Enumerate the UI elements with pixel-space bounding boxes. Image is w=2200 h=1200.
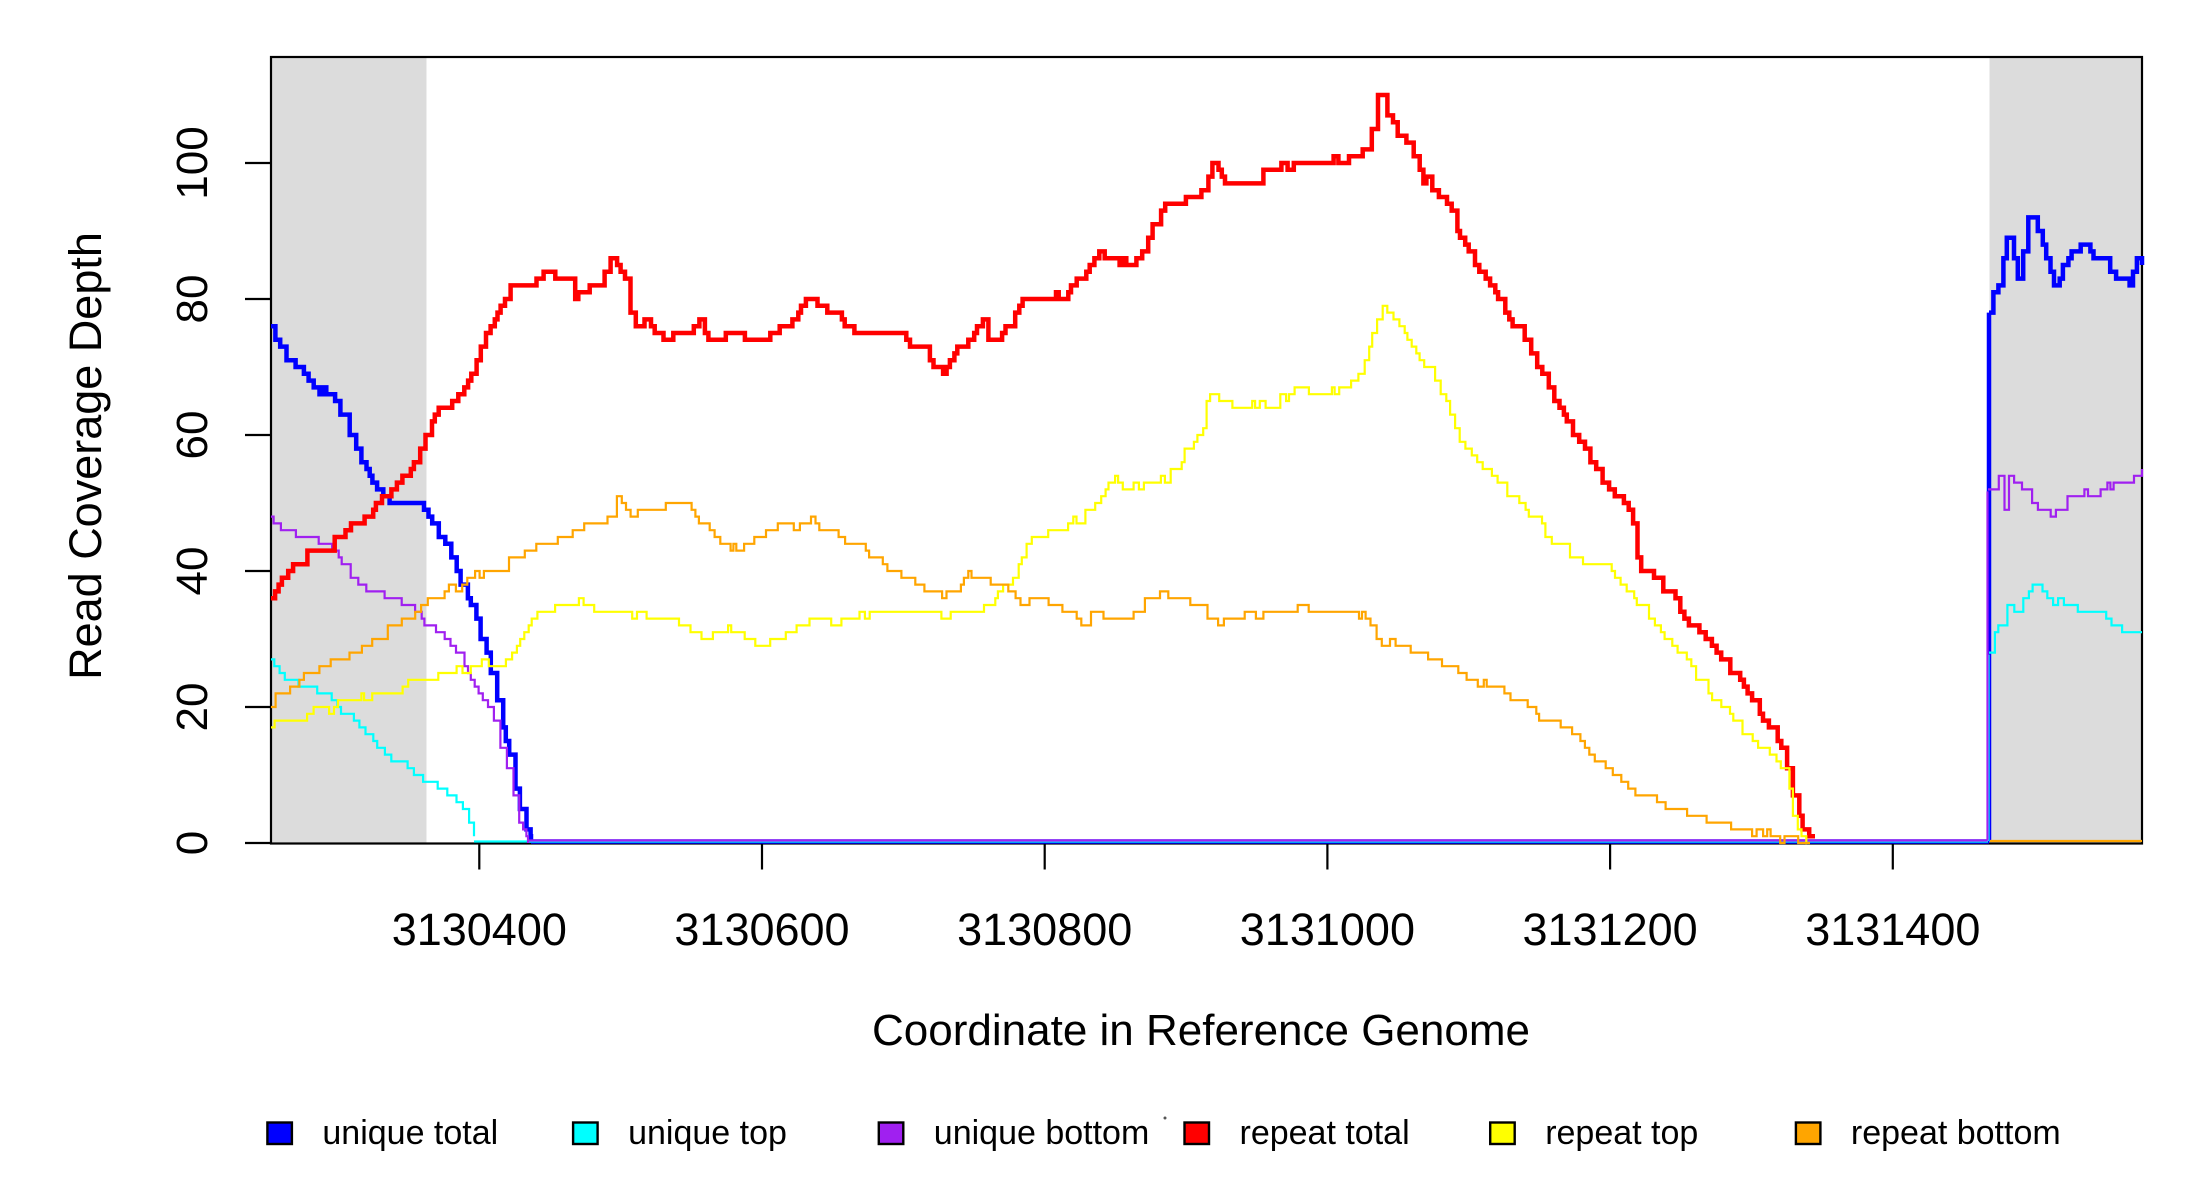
- svg-text:3131400: 3131400: [1805, 904, 1980, 955]
- svg-text:unique bottom: unique bottom: [934, 1114, 1150, 1152]
- svg-text:60: 60: [168, 411, 217, 460]
- svg-text:3130600: 3130600: [674, 904, 849, 955]
- svg-text:40: 40: [168, 547, 217, 596]
- svg-text:3131200: 3131200: [1522, 904, 1697, 955]
- svg-text:100: 100: [168, 126, 217, 199]
- svg-text:unique total: unique total: [322, 1114, 498, 1152]
- svg-text:Coordinate in Reference Genome: Coordinate in Reference Genome: [872, 1006, 1530, 1055]
- svg-text:repeat total: repeat total: [1240, 1114, 1410, 1152]
- svg-text:Read Coverage Depth: Read Coverage Depth: [60, 232, 111, 680]
- svg-text:0: 0: [168, 831, 217, 855]
- svg-text:3130400: 3130400: [392, 904, 567, 955]
- svg-text:3131000: 3131000: [1240, 904, 1415, 955]
- svg-text:unique top: unique top: [628, 1114, 787, 1152]
- svg-text:3130800: 3130800: [957, 904, 1132, 955]
- svg-text:80: 80: [168, 275, 217, 324]
- svg-text:repeat top: repeat top: [1545, 1114, 1698, 1152]
- svg-text:20: 20: [168, 683, 217, 732]
- svg-text:repeat bottom: repeat bottom: [1851, 1114, 2061, 1152]
